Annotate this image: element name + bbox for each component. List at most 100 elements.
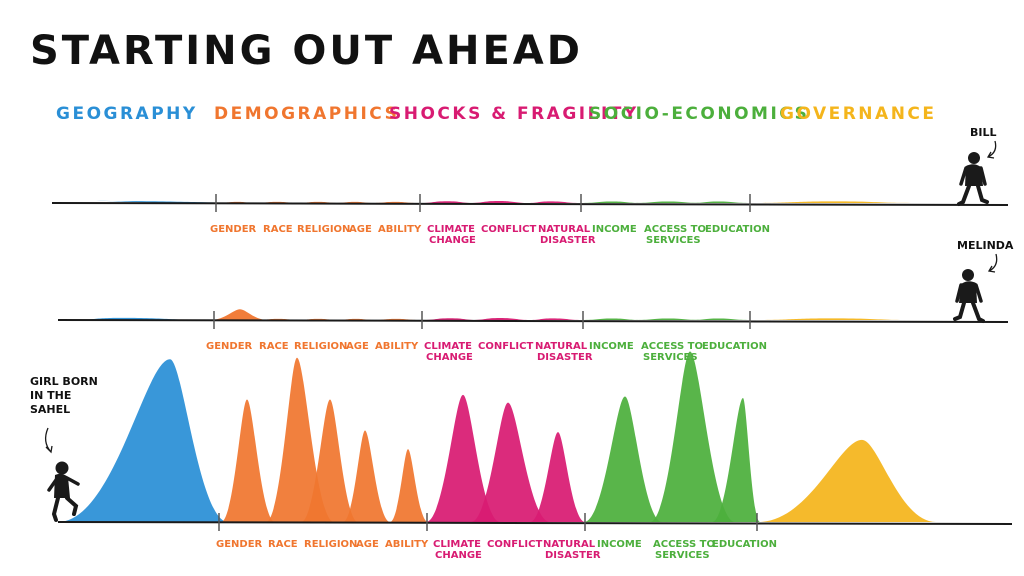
factor-label: EDUCATION: [702, 341, 767, 352]
page-title: STARTING OUT AHEAD: [30, 28, 583, 74]
legend-governance: GOVERNANCE: [780, 104, 937, 124]
factor-label: EDUCATION: [705, 224, 770, 235]
person-icon: [957, 152, 989, 206]
factor-label: EDUCATION: [712, 539, 777, 550]
factor-label-line2: CHANGE: [429, 235, 476, 246]
factor-label: NATURAL: [538, 224, 591, 235]
person-name: GIRL BORN: [30, 375, 98, 388]
factor-label: ABILITY: [375, 341, 419, 352]
factor-label: ACCESS TO: [644, 224, 706, 235]
peak-natural-disaster: [530, 318, 582, 320]
peak-income: [584, 396, 662, 522]
factor-label-line2: CHANGE: [426, 352, 473, 363]
factor-label: NATURAL: [543, 539, 596, 550]
person-name: IN THE: [30, 389, 71, 402]
factor-label-line2: SERVICES: [643, 352, 698, 363]
person-label-melinda: MELINDA: [957, 239, 1014, 273]
peak-age: [343, 430, 390, 522]
peak-income: [583, 201, 640, 203]
factor-label: ACCESS TO: [653, 539, 715, 550]
legend-shocks-fragility: SHOCKS & FRAGILITY: [389, 104, 639, 124]
peak-conflict: [472, 318, 532, 320]
legend-label: GOVERNANCE: [780, 104, 937, 124]
peak-geography: [75, 200, 292, 203]
person-name: MELINDA: [957, 239, 1014, 252]
legend-label: GEOGRAPHY: [56, 104, 198, 124]
factor-label: NATURAL: [535, 341, 588, 352]
factor-label: AGE: [356, 539, 379, 550]
factor-label: AGE: [346, 341, 369, 352]
factor-label: ABILITY: [385, 539, 429, 550]
peak-access-to-services: [636, 201, 700, 203]
factor-label: ACCESS TO: [641, 341, 703, 352]
baseline: [57, 521, 1013, 525]
factor-label-line2: DISASTER: [537, 352, 593, 363]
baseline: [51, 202, 1009, 206]
factor-label: CLIMATE: [424, 341, 472, 352]
peak-gender: [221, 399, 275, 522]
peak-religion: [301, 399, 358, 522]
peak-natural-disaster: [530, 432, 585, 522]
peak-conflict: [470, 201, 530, 203]
factor-label-line2: CHANGE: [435, 550, 482, 561]
factor-label-line2: DISASTER: [540, 235, 596, 246]
peak-geography: [58, 359, 228, 522]
peak-governance: [758, 439, 936, 522]
peak-conflict: [471, 402, 550, 522]
legend-socio-economics: SOCIO-ECONOMICS: [589, 104, 809, 124]
baseline: [57, 319, 1009, 323]
factor-label: RELIGION: [294, 341, 347, 352]
peak-education: [692, 318, 748, 320]
peak-natural-disaster: [528, 201, 580, 203]
factor-label: INCOME: [589, 341, 634, 352]
person-name: SAHEL: [30, 403, 70, 416]
peak-governance: [752, 201, 915, 203]
peak-income: [584, 318, 640, 320]
peak-governance: [754, 318, 915, 320]
girl-icon: [47, 461, 80, 522]
factor-label: AGE: [349, 224, 372, 235]
factor-label: RELIGION: [297, 224, 350, 235]
factor-label: INCOME: [592, 224, 637, 235]
factor-label: RELIGION: [304, 539, 357, 550]
factor-label: GENDER: [206, 341, 253, 352]
legend-geography: GEOGRAPHY: [56, 104, 198, 124]
peak-gender: [210, 309, 268, 320]
legend-label: SHOCKS & FRAGILITY: [389, 104, 639, 124]
peak-climate-change: [426, 394, 500, 522]
factor-label: RACE: [263, 224, 293, 235]
factor-label: GENDER: [216, 539, 263, 550]
factor-label: GENDER: [210, 224, 257, 235]
factor-label: CONFLICT: [481, 224, 536, 235]
person-label-bill: BILL: [970, 126, 997, 159]
pointer-arrow: [44, 427, 53, 454]
peak-education: [692, 201, 748, 203]
factor-label: CONFLICT: [478, 341, 533, 352]
peak-access-to-services: [650, 351, 735, 522]
legend-label: SOCIO-ECONOMICS: [589, 104, 810, 124]
factor-label: RACE: [259, 341, 289, 352]
pointer-arrow: [987, 253, 998, 273]
factor-label-line2: DISASTER: [545, 550, 601, 561]
factor-label: RACE: [268, 539, 298, 550]
peak-climate-change: [420, 201, 474, 203]
peak-climate-change: [422, 318, 478, 320]
person-name: BILL: [970, 126, 997, 139]
factor-label: CLIMATE: [427, 224, 475, 235]
factor-label: ABILITY: [378, 224, 422, 235]
person-icon: [953, 269, 985, 323]
legend-label: DEMOGRAPHICS: [214, 104, 400, 124]
factor-label: INCOME: [597, 539, 642, 550]
factor-label-line2: SERVICES: [655, 550, 710, 561]
factor-label: CLIMATE: [433, 539, 481, 550]
peak-access-to-services: [637, 318, 700, 320]
factor-label-line2: SERVICES: [646, 235, 701, 246]
peak-education: [712, 398, 760, 522]
pointer-arrow: [986, 140, 997, 159]
legend-demographics: DEMOGRAPHICS: [214, 104, 399, 124]
